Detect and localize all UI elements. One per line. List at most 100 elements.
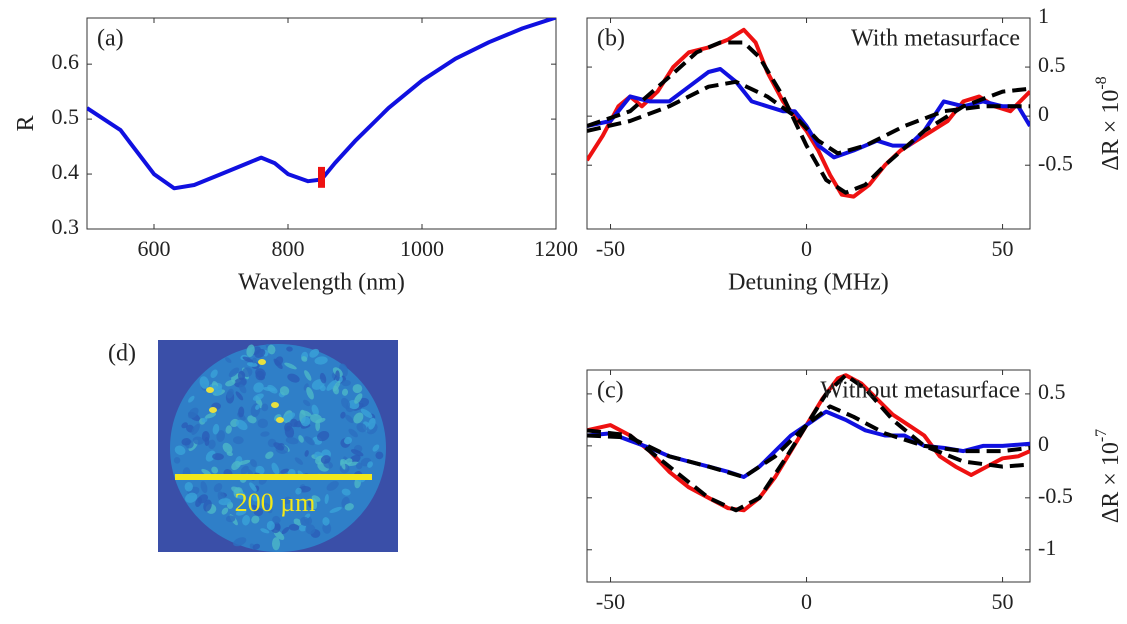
speckle <box>295 487 302 495</box>
x-tick-label: 800 <box>272 236 305 261</box>
speckle <box>225 515 236 523</box>
speckle <box>210 369 218 379</box>
speckle <box>368 417 376 430</box>
speckle <box>255 368 266 379</box>
speckle <box>192 436 205 445</box>
speckle <box>341 379 351 387</box>
x-tick-label: 50 <box>992 589 1014 614</box>
x-tick-label: 1000 <box>400 236 444 261</box>
speckle <box>271 462 280 475</box>
speckle <box>224 357 232 363</box>
speckle <box>262 386 276 392</box>
speckle <box>284 362 297 370</box>
speckle <box>335 370 340 382</box>
speckle <box>173 457 181 464</box>
speckle <box>311 495 321 502</box>
speckle <box>293 518 302 526</box>
speckle <box>242 356 254 363</box>
y-axis-label: ΔR × 10-7 <box>1093 429 1124 523</box>
x-tick-label: 1200 <box>534 236 578 261</box>
speckle <box>273 442 284 451</box>
bright-speckle <box>206 387 214 393</box>
speckle <box>326 380 337 391</box>
speckle <box>205 450 216 462</box>
speckle <box>181 422 188 429</box>
y-axis-label-text: R <box>13 115 39 131</box>
speckle <box>298 435 304 443</box>
speckle <box>304 450 309 457</box>
speckle <box>212 423 220 435</box>
x-axis-label: Wavelength (nm) <box>238 270 405 296</box>
speckle <box>235 391 244 401</box>
speckle <box>231 460 241 471</box>
speckle <box>246 344 255 358</box>
speckle <box>234 377 247 388</box>
speckle <box>203 499 212 512</box>
speckle <box>310 413 323 424</box>
speckle <box>235 419 248 431</box>
speckle <box>348 428 358 438</box>
speckle <box>279 386 290 396</box>
speckle <box>226 388 234 399</box>
speckle-image <box>158 340 398 552</box>
speckle <box>261 403 269 412</box>
y-tick-label: 1 <box>1038 3 1049 28</box>
speckle <box>201 417 208 423</box>
speckle <box>218 498 231 506</box>
y-axis-label: ΔR × 10-8 <box>1093 76 1124 170</box>
speckle <box>344 503 354 511</box>
series-line <box>587 373 1030 513</box>
speckle <box>266 520 275 531</box>
scale-bar-label: 200 µm <box>235 488 316 517</box>
y-tick-label: -0.5 <box>1038 483 1073 508</box>
speckle <box>320 455 331 464</box>
speckle <box>260 431 270 437</box>
x-tick-label: 50 <box>992 236 1014 261</box>
speckle <box>216 430 226 443</box>
speckle <box>251 515 260 524</box>
y-tick-label: 0 <box>1038 431 1049 456</box>
speckle <box>240 465 249 475</box>
x-axis-label: Detuning (MHz) <box>728 270 889 296</box>
x-tick-label: 0 <box>801 236 812 261</box>
speckle <box>211 466 219 474</box>
annotation: With metasurface <box>851 26 1020 52</box>
speckle <box>242 515 251 526</box>
speckle <box>305 524 316 535</box>
speckle <box>375 451 384 460</box>
series-line <box>87 18 556 191</box>
speckle <box>303 399 311 407</box>
speckle <box>213 483 223 493</box>
speckle <box>187 407 199 419</box>
speckle <box>341 488 351 496</box>
y-axis-label-text: ΔR × 10 <box>1098 442 1124 523</box>
speckle <box>225 379 236 387</box>
speckle <box>228 367 240 378</box>
speckle <box>353 412 364 424</box>
y-axis-label: R <box>13 115 39 131</box>
speckle <box>208 439 216 450</box>
speckle <box>174 445 186 456</box>
bright-speckle <box>271 402 279 408</box>
speckle <box>286 346 293 352</box>
speckle <box>311 404 319 416</box>
speckle <box>238 384 247 394</box>
speckle <box>250 459 258 468</box>
speckle <box>317 430 330 442</box>
y-tick-label: -0.5 <box>1038 150 1073 175</box>
speckle <box>267 344 276 355</box>
y-tick-label: 0 <box>1038 101 1049 126</box>
speckle <box>265 451 274 460</box>
speckle <box>222 442 233 454</box>
speckle <box>329 506 342 514</box>
speckle <box>262 502 273 514</box>
speckle <box>238 459 251 466</box>
speckle <box>199 376 210 389</box>
speckle <box>341 397 351 409</box>
speckle <box>356 422 367 433</box>
speckle <box>272 515 281 524</box>
y-tick-label: 0.5 <box>52 104 80 129</box>
speckle <box>221 507 229 515</box>
speckle <box>344 414 354 424</box>
